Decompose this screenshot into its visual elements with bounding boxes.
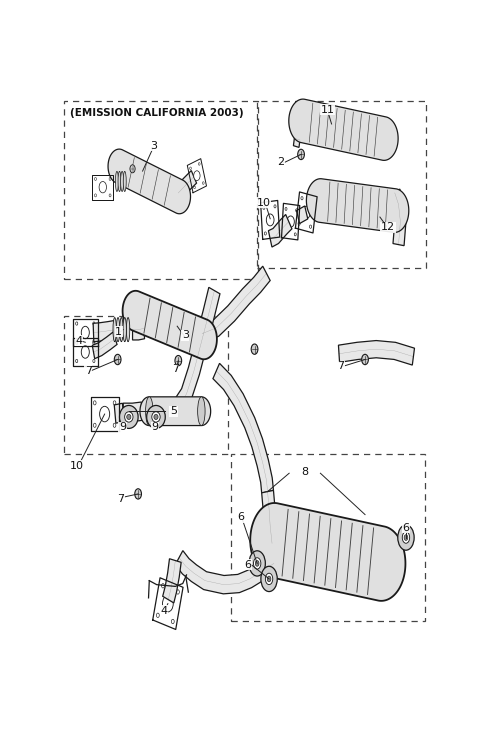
Text: 1: 1	[115, 327, 122, 337]
Circle shape	[302, 206, 310, 219]
Ellipse shape	[120, 318, 123, 342]
Text: 5: 5	[170, 406, 177, 416]
Circle shape	[266, 214, 274, 226]
Polygon shape	[92, 332, 117, 359]
Ellipse shape	[116, 318, 120, 342]
Polygon shape	[122, 291, 217, 360]
Polygon shape	[390, 189, 406, 245]
Text: 3: 3	[150, 141, 157, 151]
Text: 4: 4	[76, 336, 83, 345]
Bar	[64, 101, 258, 279]
Text: 6: 6	[402, 523, 409, 533]
Ellipse shape	[154, 414, 158, 419]
Ellipse shape	[125, 412, 133, 422]
Text: 9: 9	[152, 422, 159, 432]
Polygon shape	[93, 321, 116, 342]
Ellipse shape	[255, 560, 259, 566]
Text: 7: 7	[337, 361, 344, 372]
Text: 11: 11	[321, 104, 335, 115]
Ellipse shape	[126, 318, 130, 342]
Polygon shape	[266, 539, 281, 562]
Circle shape	[99, 181, 107, 193]
Text: (EMISSION CALIFORNIA 2003): (EMISSION CALIFORNIA 2003)	[70, 108, 244, 118]
Polygon shape	[289, 99, 398, 160]
Ellipse shape	[152, 412, 160, 422]
Ellipse shape	[123, 172, 126, 192]
Polygon shape	[176, 171, 196, 199]
Circle shape	[81, 346, 89, 358]
Ellipse shape	[115, 172, 119, 192]
Text: 7: 7	[172, 364, 179, 374]
Polygon shape	[114, 404, 124, 423]
Ellipse shape	[120, 405, 138, 428]
Circle shape	[81, 326, 89, 339]
Polygon shape	[149, 402, 175, 421]
Polygon shape	[293, 131, 301, 148]
Ellipse shape	[123, 318, 126, 342]
Text: 2: 2	[277, 157, 285, 167]
Ellipse shape	[404, 535, 408, 540]
Polygon shape	[306, 179, 409, 233]
Ellipse shape	[113, 318, 116, 342]
Circle shape	[130, 165, 135, 173]
Polygon shape	[213, 363, 274, 493]
Ellipse shape	[147, 405, 165, 428]
Polygon shape	[140, 397, 211, 425]
Ellipse shape	[249, 551, 265, 576]
Circle shape	[175, 356, 181, 366]
Polygon shape	[250, 503, 406, 601]
Ellipse shape	[120, 172, 124, 192]
Ellipse shape	[127, 414, 131, 419]
Circle shape	[114, 354, 121, 365]
Polygon shape	[175, 551, 276, 594]
Ellipse shape	[398, 525, 414, 551]
Ellipse shape	[145, 397, 153, 425]
Text: 7: 7	[117, 494, 124, 504]
Circle shape	[287, 216, 294, 228]
Polygon shape	[268, 214, 292, 247]
Circle shape	[135, 489, 142, 499]
Text: 8: 8	[301, 466, 308, 477]
Polygon shape	[132, 319, 144, 340]
Circle shape	[251, 344, 258, 354]
Ellipse shape	[253, 558, 261, 569]
Text: 6: 6	[237, 513, 244, 522]
Polygon shape	[163, 559, 181, 603]
Ellipse shape	[265, 573, 273, 585]
Text: 7: 7	[84, 366, 92, 376]
Circle shape	[194, 171, 200, 181]
Ellipse shape	[261, 566, 277, 592]
Polygon shape	[201, 266, 270, 342]
Text: 4: 4	[161, 606, 168, 615]
Polygon shape	[171, 287, 220, 418]
Text: 3: 3	[182, 330, 189, 340]
Polygon shape	[262, 490, 278, 545]
Circle shape	[298, 149, 304, 160]
Bar	[64, 316, 228, 454]
Ellipse shape	[198, 397, 205, 425]
Circle shape	[163, 595, 173, 612]
Polygon shape	[338, 340, 415, 365]
Text: 6: 6	[244, 560, 251, 569]
Text: 9: 9	[119, 422, 126, 432]
Ellipse shape	[402, 532, 409, 543]
Polygon shape	[108, 149, 191, 214]
Text: 12: 12	[381, 222, 395, 233]
Ellipse shape	[118, 172, 121, 192]
Polygon shape	[297, 206, 308, 224]
Polygon shape	[123, 402, 142, 421]
Circle shape	[362, 354, 368, 365]
Ellipse shape	[267, 576, 271, 582]
Bar	[257, 101, 426, 268]
Circle shape	[100, 407, 109, 421]
Text: 10: 10	[70, 461, 84, 471]
Bar	[231, 454, 424, 621]
Text: 10: 10	[257, 198, 271, 207]
